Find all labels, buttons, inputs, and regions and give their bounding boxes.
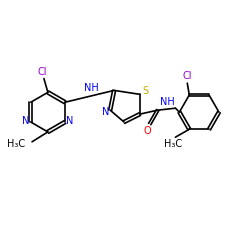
Text: N: N: [22, 116, 30, 126]
Text: O: O: [144, 126, 152, 136]
Text: NH: NH: [160, 97, 175, 107]
Text: S: S: [143, 86, 149, 97]
Text: Cl: Cl: [182, 71, 192, 81]
Text: Cl: Cl: [37, 66, 47, 76]
Text: N: N: [102, 107, 109, 117]
Text: H₃C: H₃C: [164, 139, 182, 149]
Text: N: N: [66, 116, 74, 126]
Text: H₃C: H₃C: [7, 139, 25, 149]
Text: NH: NH: [84, 84, 99, 94]
